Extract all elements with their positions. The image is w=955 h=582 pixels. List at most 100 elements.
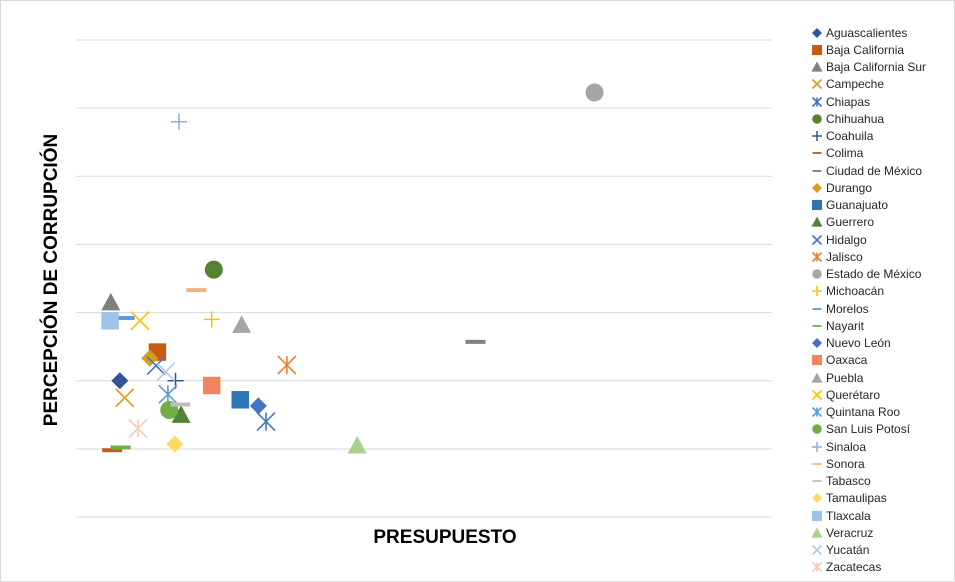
data-point-querétaro (130, 311, 150, 331)
data-point-morelos (114, 316, 135, 321)
legend-marker-icon (811, 251, 823, 262)
legend-item: Coahuila (811, 128, 953, 145)
data-point-aguascalientes (111, 372, 129, 390)
legend-item: Sonora (811, 455, 953, 472)
data-point-sinaloa (171, 113, 188, 130)
data-point-puebla (232, 315, 252, 333)
legend-marker-icon (812, 307, 822, 310)
legend-marker-icon (812, 269, 822, 279)
data-point-guanajuato (231, 391, 249, 409)
legend-item: Estado de México (811, 266, 953, 283)
data-point-oaxaca (202, 376, 221, 395)
legend-label: Tlaxcala (826, 508, 871, 523)
legend-item: Querétaro (811, 386, 953, 403)
data-point-chihuahua (204, 260, 223, 279)
legend-marker-icon (811, 234, 823, 245)
legend-label: Chihuahua (826, 111, 885, 126)
legend-label: Oaxaca (826, 353, 868, 368)
legend-item: Guerrero (811, 214, 953, 231)
legend-item: Nuevo León (811, 335, 953, 352)
legend-item: Tamaulipas (811, 490, 953, 507)
legend-item: Guanajuato (811, 197, 953, 214)
legend: Aguascalientes Baja California Baja Califo… (811, 24, 953, 576)
legend-marker-icon (811, 79, 823, 90)
legend-item: Colima (811, 145, 953, 162)
legend-label: Campeche (826, 77, 885, 92)
legend-item: Michoacán (811, 283, 953, 300)
legend-label: Michoacán (826, 284, 885, 299)
legend-marker-icon (811, 96, 823, 107)
legend-marker-icon (811, 44, 823, 55)
legend-marker-icon (812, 462, 822, 465)
legend-label: Yucatán (826, 543, 870, 558)
legend-label: Morelos (826, 301, 869, 316)
legend-item: Campeche (811, 76, 953, 93)
data-point-chiapas (256, 412, 276, 432)
legend-marker-icon (811, 216, 823, 228)
legend-item: Baja California Sur (811, 59, 953, 76)
legend-item: Zacatecas (811, 559, 953, 576)
data-point-estado-de-méxico (585, 83, 604, 102)
legend-label: Estado de México (826, 267, 922, 282)
legend-item: Sinaloa (811, 438, 953, 455)
legend-label: Baja California Sur (826, 60, 927, 75)
data-point-baja-california-sur (101, 292, 121, 311)
legend-label: Hidalgo (826, 232, 867, 247)
y-axis-title: PERCEPCIÓN DE CORRUPCIÓN (41, 133, 62, 427)
legend-marker-icon (812, 131, 822, 142)
legend-label: Quintana Roo (826, 405, 901, 420)
legend-item: Yucatán (811, 542, 953, 559)
legend-item: Chiapas (811, 93, 953, 110)
data-point-quintana-roo (158, 384, 178, 404)
legend-marker-icon (812, 182, 822, 193)
data-point-nayarit (110, 445, 131, 450)
legend-marker-icon (812, 480, 822, 483)
legend-label: Baja California (826, 42, 905, 57)
data-point-jalisco (277, 355, 297, 375)
legend-marker-icon (812, 114, 822, 124)
data-point-yucatán (156, 362, 176, 382)
legend-label: Durango (826, 180, 873, 195)
legend-marker-icon (812, 27, 822, 38)
legend-label: Sinaloa (826, 439, 867, 454)
legend-marker-icon (812, 441, 822, 452)
legend-marker-icon (812, 338, 822, 349)
data-point-hidalgo (146, 356, 166, 376)
data-point-michoacán (203, 311, 220, 328)
legend-marker-icon (812, 493, 822, 504)
legend-label: Ciudad de México (826, 163, 923, 178)
legend-item: Aguascalientes (811, 24, 953, 41)
legend-marker-icon (812, 152, 822, 155)
data-point-tabasco (170, 402, 191, 407)
legend-marker-icon (812, 169, 822, 172)
legend-label: Coahuila (826, 129, 874, 144)
legend-item: Veracruz (811, 524, 953, 541)
data-point-durango (141, 349, 159, 367)
data-point-ciudad-de-méxico (465, 339, 486, 344)
legend-item: San Luis Potosí (811, 421, 953, 438)
legend-item: Hidalgo (811, 231, 953, 248)
data-point-campeche (115, 388, 135, 408)
legend-label: Nuevo León (826, 336, 891, 351)
gridlines (76, 39, 772, 518)
data-point-colima (102, 448, 123, 453)
legend-label: Jalisco (826, 249, 863, 264)
legend-marker-icon (811, 407, 823, 418)
legend-marker-icon (812, 324, 822, 327)
legend-label: Tabasco (826, 474, 871, 489)
legend-marker-icon (811, 545, 823, 556)
legend-item: Durango (811, 179, 953, 196)
legend-label: Sonora (826, 456, 865, 471)
legend-label: Chiapas (826, 94, 871, 109)
legend-label: Aguascalientes (826, 25, 908, 40)
legend-label: Veracruz (826, 525, 874, 540)
legend-label: Guerrero (826, 215, 875, 230)
legend-label: Querétaro (826, 387, 881, 402)
legend-marker-icon (811, 61, 823, 72)
legend-item: Chihuahua (811, 110, 953, 127)
legend-label: Guanajuato (826, 198, 889, 213)
legend-item: Oaxaca (811, 352, 953, 369)
data-point-tlaxcala (101, 312, 119, 330)
legend-marker-icon (811, 562, 823, 573)
